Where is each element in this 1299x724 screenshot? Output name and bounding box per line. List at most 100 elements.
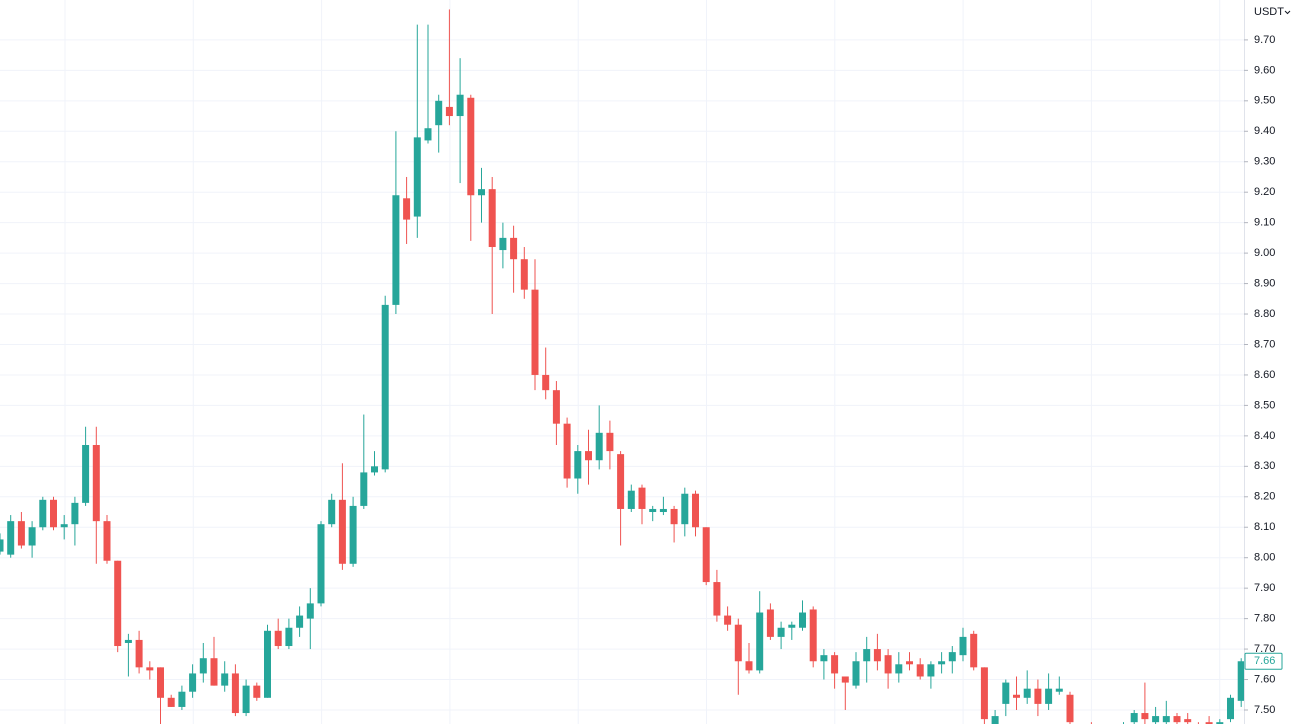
candle-body <box>681 493 689 525</box>
candle-body <box>424 128 432 141</box>
y-tick-label: 9.60 <box>1254 64 1275 76</box>
y-tick-label: 8.20 <box>1254 491 1275 503</box>
candle-body <box>0 539 4 552</box>
candle-body <box>349 505 357 564</box>
candle-body <box>938 661 946 665</box>
candle-body <box>306 603 314 619</box>
candle-body <box>296 615 304 628</box>
candles <box>0 9 1244 724</box>
candle-body <box>595 432 603 461</box>
candle-body <box>959 636 967 656</box>
candle-body <box>231 673 239 714</box>
y-tick-label: 9.00 <box>1254 247 1275 259</box>
candle-body <box>552 390 560 424</box>
candle-body <box>285 627 293 647</box>
candle-body <box>403 198 411 220</box>
candle-body <box>1002 682 1010 704</box>
y-tick-label: 7.90 <box>1254 582 1275 594</box>
candle-body <box>606 432 614 452</box>
candle-body <box>456 94 464 117</box>
candle-body <box>692 493 699 528</box>
candle-body <box>488 189 496 248</box>
candle-body <box>60 524 68 528</box>
candle-body <box>157 667 164 698</box>
y-tick-label: 9.40 <box>1254 125 1275 137</box>
candle-body <box>531 289 539 375</box>
candle-body <box>103 521 111 561</box>
candle-body <box>1152 716 1160 723</box>
candle-body <box>199 658 207 674</box>
y-tick-label: 8.80 <box>1254 308 1275 320</box>
candle-body <box>242 685 250 714</box>
candle-body <box>189 673 197 692</box>
candle-body <box>649 508 657 513</box>
candle-body <box>884 655 892 674</box>
y-tick-label: 8.90 <box>1254 277 1275 289</box>
y-tick-label: 7.80 <box>1254 613 1275 625</box>
candle-body <box>445 106 453 117</box>
candle-body <box>659 508 667 513</box>
candle-body <box>328 499 336 525</box>
candle-body <box>1141 713 1149 720</box>
y-tick-label: 7.50 <box>1254 704 1275 716</box>
candle-body <box>542 374 550 391</box>
y-tick-label: 7.70 <box>1254 643 1275 655</box>
candle-body <box>1237 661 1244 701</box>
candle-body <box>274 630 282 647</box>
candle-body <box>317 524 325 604</box>
candle-body <box>756 612 764 671</box>
candle-body <box>39 499 47 528</box>
candle-body <box>221 673 229 686</box>
candle-body <box>1130 713 1138 723</box>
candle-body <box>178 691 186 707</box>
candle-body <box>820 655 828 662</box>
y-tick-label: 9.50 <box>1254 95 1275 107</box>
candle-body <box>799 612 806 628</box>
candle-body <box>766 609 774 637</box>
currency-chevron[interactable] <box>1284 10 1291 15</box>
candle-body <box>17 521 25 546</box>
candle-body <box>478 189 485 196</box>
candle-body <box>1045 688 1053 704</box>
candle-body <box>499 237 507 251</box>
currency-label[interactable]: USDT <box>1254 6 1284 18</box>
candle-body <box>28 527 36 546</box>
candle-body <box>788 624 796 628</box>
candle-body <box>841 676 849 683</box>
candle-body <box>927 664 935 677</box>
candle-body <box>71 502 79 525</box>
y-tick-label: 9.30 <box>1254 156 1275 168</box>
candle-body <box>146 667 154 671</box>
candle-body <box>381 304 389 470</box>
y-tick-label: 8.40 <box>1254 430 1275 442</box>
candle-body <box>1162 716 1170 723</box>
candle-body <box>1055 688 1063 692</box>
y-tick-label: 8.60 <box>1254 369 1275 381</box>
candle-body <box>435 100 443 126</box>
candle-body <box>82 444 90 503</box>
y-tick-label: 8.00 <box>1254 552 1275 564</box>
candle-body <box>745 661 753 671</box>
candle-body <box>510 237 518 260</box>
y-tick-label: 8.50 <box>1254 399 1275 411</box>
candle-body <box>167 697 175 707</box>
candle-body <box>724 615 732 625</box>
candle-body <box>617 454 625 509</box>
candle-body <box>563 423 571 479</box>
y-tick-label: 8.70 <box>1254 338 1275 350</box>
candle-body <box>895 664 903 674</box>
candle-body <box>713 582 721 616</box>
last-price-box <box>1244 652 1283 670</box>
candle-body <box>50 499 57 528</box>
candle-body <box>1184 719 1192 723</box>
candle-body <box>948 652 956 662</box>
candle-body <box>702 527 710 583</box>
candle-body <box>360 472 368 506</box>
candle-body <box>1034 688 1042 704</box>
candle-body <box>1205 722 1213 724</box>
candle-body <box>1023 688 1031 698</box>
candle-body <box>92 444 100 522</box>
candle-body <box>831 655 839 674</box>
